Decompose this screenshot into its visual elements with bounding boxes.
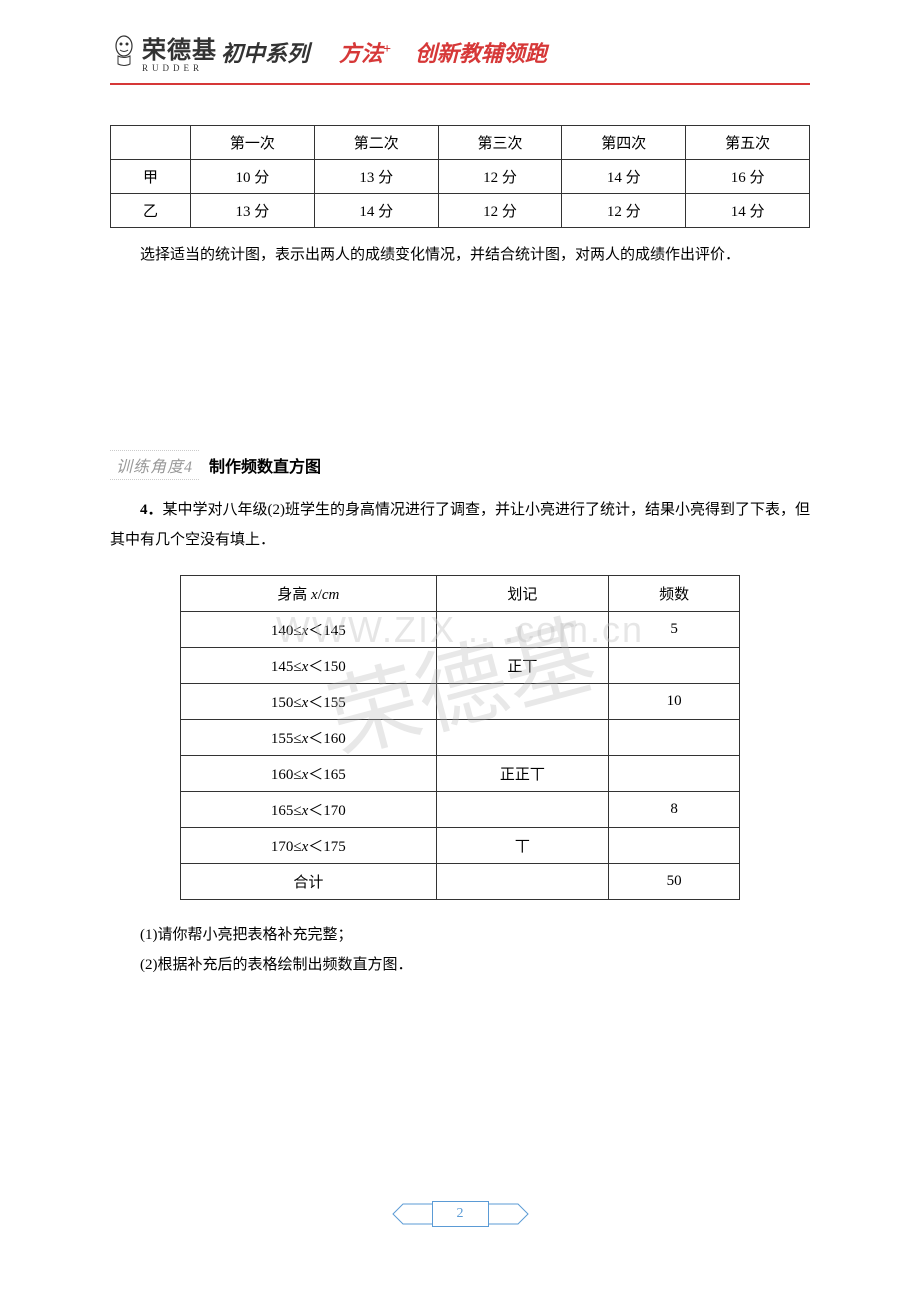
- table-row: 合计 50: [181, 864, 740, 900]
- table-cell: 13 分: [191, 194, 315, 228]
- table-header-cell: 第四次: [562, 126, 686, 160]
- table-cell: 155≤x＜160: [181, 720, 437, 756]
- section-header: 训练角度4 制作频数直方图: [110, 450, 810, 480]
- table-header-cell: 第二次: [314, 126, 438, 160]
- page-header: 荣德基 RUDDER 初中系列 方法+ 创新教辅领跑: [110, 30, 810, 85]
- table-cell: [609, 828, 740, 864]
- series-text: 初中系列: [221, 36, 309, 68]
- section-label: 训练角度4: [110, 450, 199, 480]
- table-row: 150≤x＜155 10: [181, 684, 740, 720]
- height-frequency-table: 身高 x/cm 划记 频数 140≤x＜145 5 145≤x＜150 正丅 1…: [180, 575, 740, 900]
- table-cell: 合计: [181, 864, 437, 900]
- table-cell: [609, 720, 740, 756]
- table-header-cell: [111, 126, 191, 160]
- table-cell: 5: [609, 612, 740, 648]
- table-cell: 正正丅: [436, 756, 609, 792]
- table-cell: [436, 864, 609, 900]
- table-cell: 150≤x＜155: [181, 684, 437, 720]
- page-number-wrapper: 2: [110, 1200, 810, 1228]
- table-cell: 145≤x＜150: [181, 648, 437, 684]
- table-row: 160≤x＜165 正正丅: [181, 756, 740, 792]
- ribbon-right-icon: [489, 1200, 529, 1228]
- table-cell: 12 分: [438, 194, 562, 228]
- brand-logo-icon: [110, 34, 138, 69]
- table-cell: 16 分: [686, 160, 810, 194]
- ribbon-left-icon: [392, 1200, 432, 1228]
- logo-section: 荣德基 RUDDER 初中系列 方法+ 创新教辅领跑: [110, 30, 547, 73]
- table-cell: 140≤x＜145: [181, 612, 437, 648]
- table-cell: 13 分: [314, 160, 438, 194]
- brand-name: 荣德基: [142, 30, 217, 65]
- table-row: 155≤x＜160: [181, 720, 740, 756]
- table-cell: 丅: [436, 828, 609, 864]
- page-number-ribbon: 2: [392, 1200, 529, 1228]
- table-cell: 乙: [111, 194, 191, 228]
- brand-text-wrapper: 荣德基 RUDDER: [142, 30, 217, 73]
- table-cell: 165≤x＜170: [181, 792, 437, 828]
- section-title: 制作频数直方图: [209, 453, 321, 477]
- table-cell: [436, 792, 609, 828]
- instruction-text: 选择适当的统计图，表示出两人的成绩变化情况，并结合统计图，对两人的成绩作出评价．: [110, 240, 810, 270]
- table-row: 乙 13 分 14 分 12 分 12 分 14 分: [111, 194, 810, 228]
- table-header-cell: 第一次: [191, 126, 315, 160]
- table-cell: 170≤x＜175: [181, 828, 437, 864]
- table-row: 甲 10 分 13 分 12 分 14 分 16 分: [111, 160, 810, 194]
- method-text: 方法+: [339, 36, 391, 68]
- page-number: 2: [432, 1201, 489, 1227]
- brand-subtitle: RUDDER: [142, 63, 217, 73]
- table-cell: 正丅: [436, 648, 609, 684]
- table-cell: 甲: [111, 160, 191, 194]
- table-header-row: 第一次 第二次 第三次 第四次 第五次: [111, 126, 810, 160]
- subquestion-1: (1)请你帮小亮把表格补充完整；: [140, 920, 810, 950]
- table-cell: [609, 756, 740, 792]
- table-header-row: 身高 x/cm 划记 频数: [181, 576, 740, 612]
- scores-table: 第一次 第二次 第三次 第四次 第五次 甲 10 分 13 分 12 分 14 …: [110, 125, 810, 228]
- table-cell: [436, 720, 609, 756]
- table-cell: 14 分: [314, 194, 438, 228]
- question-4-text: 4．某中学对八年级(2)班学生的身高情况进行了调查，并让小亮进行了统计，结果小亮…: [110, 495, 810, 555]
- table-header-cell: 身高 x/cm: [181, 576, 437, 612]
- question-body: 某中学对八年级(2)班学生的身高情况进行了调查，并让小亮进行了统计，结果小亮得到…: [110, 502, 810, 548]
- table-cell: 12 分: [438, 160, 562, 194]
- table-header-cell: 第五次: [686, 126, 810, 160]
- table-row: 170≤x＜175 丅: [181, 828, 740, 864]
- question-number: 4．: [140, 502, 163, 518]
- table-cell: 160≤x＜165: [181, 756, 437, 792]
- method-label: 方法: [339, 41, 383, 66]
- page-content: 荣德基 RUDDER 初中系列 方法+ 创新教辅领跑 第一次 第二次 第三次 第…: [0, 0, 920, 1268]
- table-cell: 14 分: [686, 194, 810, 228]
- table-cell: 12 分: [562, 194, 686, 228]
- table-cell: [436, 612, 609, 648]
- table-cell: [436, 684, 609, 720]
- table-cell: 10 分: [191, 160, 315, 194]
- table-row: 140≤x＜145 5: [181, 612, 740, 648]
- table-row: 145≤x＜150 正丅: [181, 648, 740, 684]
- table-cell: 14 分: [562, 160, 686, 194]
- innovation-text: 创新教辅领跑: [415, 36, 547, 68]
- plus-icon: +: [383, 42, 391, 57]
- table-header-cell: 频数: [609, 576, 740, 612]
- table-cell: 8: [609, 792, 740, 828]
- table-row: 165≤x＜170 8: [181, 792, 740, 828]
- table-header-cell: 划记: [436, 576, 609, 612]
- table-header-cell: 第三次: [438, 126, 562, 160]
- subquestion-2: (2)根据补充后的表格绘制出频数直方图．: [140, 950, 810, 980]
- table-cell: [609, 648, 740, 684]
- table-cell: 10: [609, 684, 740, 720]
- table-cell: 50: [609, 864, 740, 900]
